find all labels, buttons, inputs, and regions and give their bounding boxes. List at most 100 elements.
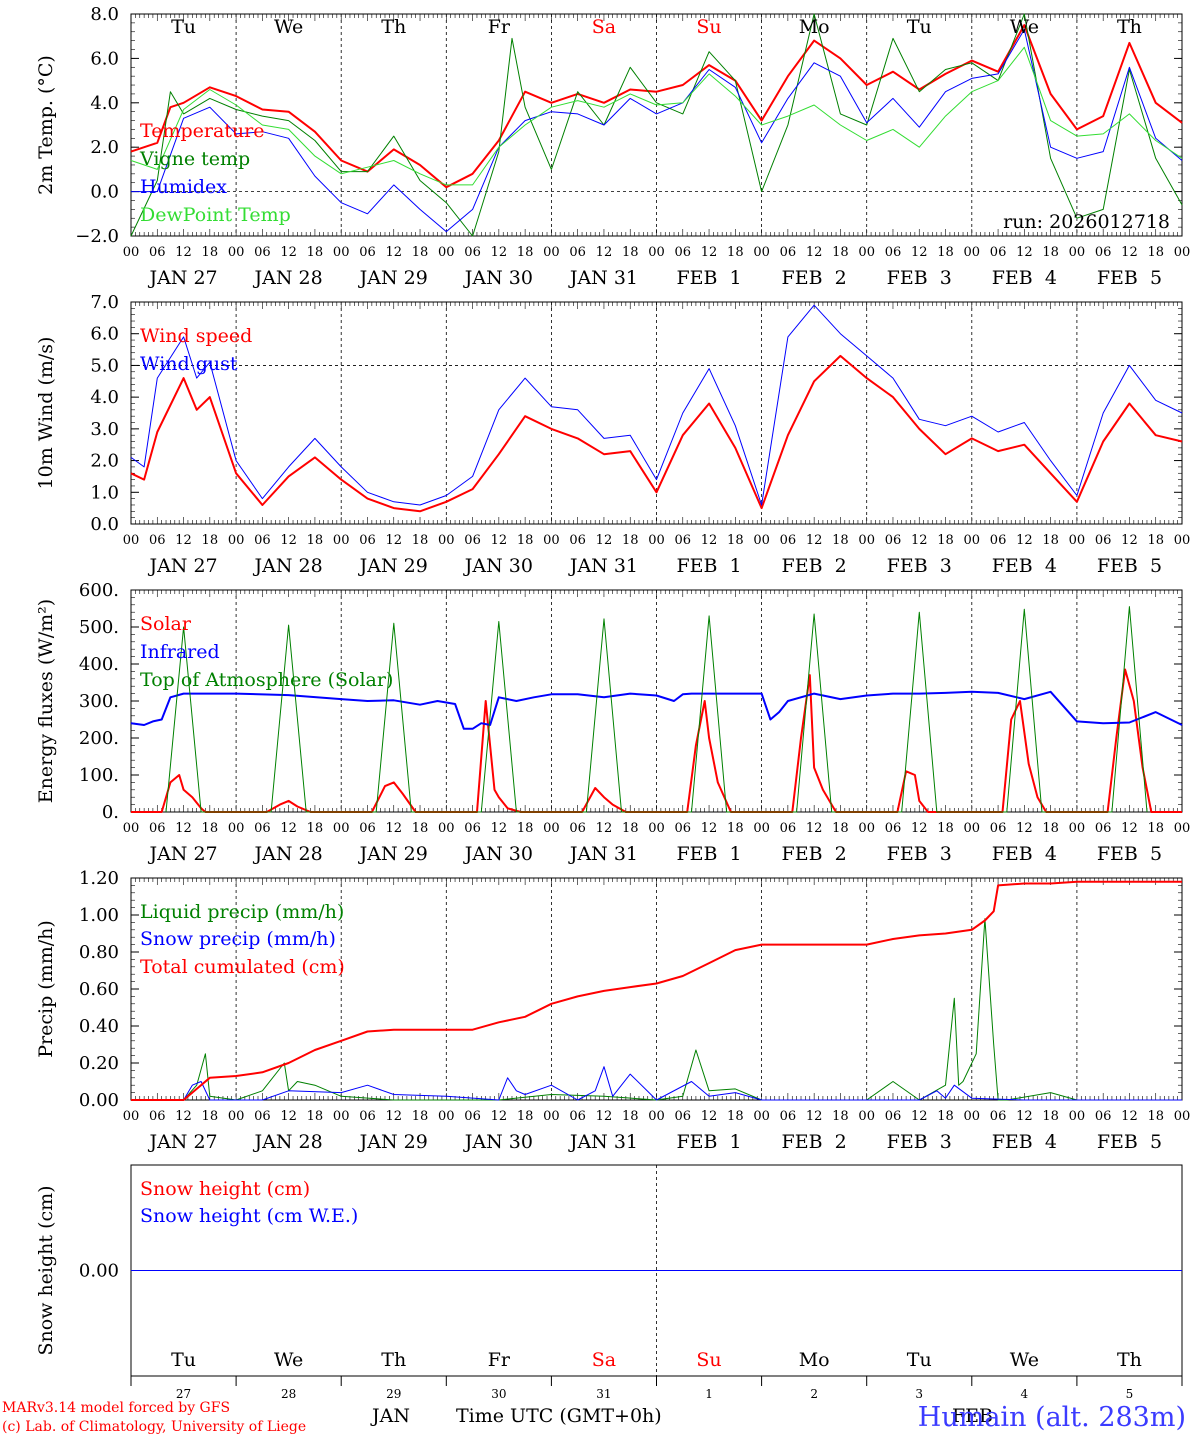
panel-2-y-tick-label: 3.0: [90, 419, 119, 440]
panel-3-hour-label: 06: [149, 821, 166, 836]
panel-3-hour-label: 06: [1095, 821, 1112, 836]
panel-1-hour-label: 18: [1042, 245, 1059, 260]
panel-1-hour-label: 06: [675, 245, 692, 260]
panel-3-hour-label: 18: [727, 821, 744, 836]
panel-4-y-tick-label: 1.00: [79, 905, 119, 926]
panel-3-hour-label: 06: [569, 821, 586, 836]
panel-1-y-tick-label: 2.0: [90, 137, 119, 158]
panel-4-y-tick-label: 0.20: [79, 1053, 119, 1074]
panel-4-hour-label: 12: [491, 1109, 508, 1124]
panel-3-hour-label: 06: [990, 821, 1007, 836]
panel-4-hour-label: 12: [1016, 1109, 1033, 1124]
panel-1-hour-label: 06: [254, 245, 271, 260]
panel-2-y-tick-label: 5.0: [90, 355, 119, 376]
panel-3-hour-label: 18: [1042, 821, 1059, 836]
panel-1-series-humidex: [131, 29, 1183, 233]
panel-2-hour-label: 06: [1095, 533, 1112, 548]
bottom-day-number: 1: [705, 1387, 713, 1401]
panel-3-hour-label: 18: [622, 821, 639, 836]
panel-2-date-label: JAN 27: [147, 555, 217, 577]
panel-1-hour-label: 12: [596, 245, 613, 260]
panel-2-hour-label: 12: [806, 533, 823, 548]
panel-4-series-snow-precip-mm-h-: [131, 1066, 1182, 1101]
bottom-day-number: 2: [810, 1387, 818, 1401]
panel-1-hour-label: 18: [412, 245, 429, 260]
panel-1-y-tick-label: 0.0: [90, 182, 119, 203]
panel-1-y-tick-label: 6.0: [90, 48, 119, 69]
panel-2-y-tick-label: 6.0: [90, 324, 119, 345]
panel-3-hour-label: 06: [464, 821, 481, 836]
panel-3-hour-label: 00: [123, 821, 140, 836]
panel-3-hour-label: 00: [858, 821, 875, 836]
panel-1-hour-label: 18: [202, 245, 219, 260]
panel-1-hour-label: 00: [858, 245, 875, 260]
panel-2-hour-label: 18: [1147, 533, 1164, 548]
panel-3-hour-label: 06: [780, 821, 797, 836]
panel-2-legend-entry: Wind gust: [140, 353, 238, 375]
panel-2-hour-label: 12: [911, 533, 928, 548]
panel-5-legend-entry: Snow height (cm W.E.): [140, 1205, 358, 1227]
panel-4-date-label: FEB 5: [1097, 1131, 1162, 1153]
panel-4-date-label: FEB 1: [676, 1131, 741, 1153]
panel-3-series-solar: [131, 668, 1182, 813]
panel-2-series-wind-gust: [130, 304, 1183, 506]
panel-1-hour-label: 12: [911, 245, 928, 260]
panel-3-series-top-of-atmosphere-solar-: [165, 606, 1148, 813]
panel-1-hour-label: 00: [543, 245, 560, 260]
panel-1-hour-label: 00: [1069, 245, 1086, 260]
panel-1-date-label: FEB 4: [992, 267, 1057, 289]
panel-4-hour-label: 18: [1147, 1109, 1164, 1124]
panel-2-hour-label: 18: [937, 533, 954, 548]
model-credit: MARv3.14 model forced by GFS: [2, 1400, 231, 1416]
panel-1-hour-label: 18: [307, 245, 324, 260]
panel-3-hour-label: 12: [806, 821, 823, 836]
panel-1-y-tick-label: 8.0: [90, 4, 119, 25]
panel-4-hour-label: 00: [648, 1109, 665, 1124]
panel-1-hour-label: 12: [175, 245, 192, 260]
panel-5-y-tick-label: 0.00: [79, 1261, 119, 1282]
panel-2-hour-label: 00: [333, 533, 350, 548]
panel-2-hour-label: 12: [175, 533, 192, 548]
panel-4-y-tick-label: 0.60: [79, 979, 119, 1000]
panel-3-hour-label: 12: [701, 821, 718, 836]
panel-1-hour-label: 12: [280, 245, 297, 260]
bottom-weekday-label: Su: [696, 1349, 721, 1371]
panel-3-hour-label: 00: [964, 821, 981, 836]
panel-1-hour-label: 00: [648, 245, 665, 260]
panel-3-hour-label: 18: [1147, 821, 1164, 836]
panel-3-hour-label: 06: [885, 821, 902, 836]
panel-2-hour-label: 12: [280, 533, 297, 548]
panel-2-hour-label: 12: [385, 533, 402, 548]
bottom-weekday-label: Mo: [799, 1349, 830, 1371]
panel-1-hour-label: 18: [832, 245, 849, 260]
panel-3-hour-label: 00: [648, 821, 665, 836]
bottom-day-number: 29: [386, 1387, 401, 1401]
panel-2-legend-entry: Wind speed: [140, 325, 252, 347]
panel-2-hour-label: 18: [1042, 533, 1059, 548]
bottom-day-number: 30: [491, 1387, 506, 1401]
panel-4-series-liquid-precip-mm-h-: [131, 918, 1182, 1101]
panel-3-hour-label: 00: [753, 821, 770, 836]
panel-4-date-label: JAN 30: [463, 1131, 533, 1153]
panel-4-date-label: JAN 31: [568, 1131, 638, 1153]
panel-4-hour-label: 12: [806, 1109, 823, 1124]
time-axis-label: Time UTC (GMT+0h): [456, 1405, 662, 1427]
panel-4-hour-label: 18: [622, 1109, 639, 1124]
panel-1-legend-entry: Temperature: [140, 120, 264, 142]
bottom-weekday-label: Sa: [592, 1349, 616, 1371]
panel-4-date-label: FEB 4: [992, 1131, 1057, 1153]
panel-4-hour-label: 06: [464, 1109, 481, 1124]
panel-2-hour-label: 12: [596, 533, 613, 548]
panel-2-hour-label: 00: [964, 533, 981, 548]
bottom-day-number: 4: [1021, 1387, 1029, 1401]
panel-4-hour-label: 18: [832, 1109, 849, 1124]
panel-2-hour-label: 12: [491, 533, 508, 548]
panel-2-hour-label: 12: [1121, 533, 1138, 548]
panel-4-hour-label: 06: [990, 1109, 1007, 1124]
panel-3-hour-label: 12: [280, 821, 297, 836]
panel-3-y-tick-label: 600.: [79, 580, 119, 601]
panel-2-date-label: JAN 29: [358, 555, 428, 577]
panel-1-hour-label: 00: [228, 245, 245, 260]
panel-2-y-tick-label: 4.0: [90, 387, 119, 408]
panel-2-hour-label: 06: [149, 533, 166, 548]
